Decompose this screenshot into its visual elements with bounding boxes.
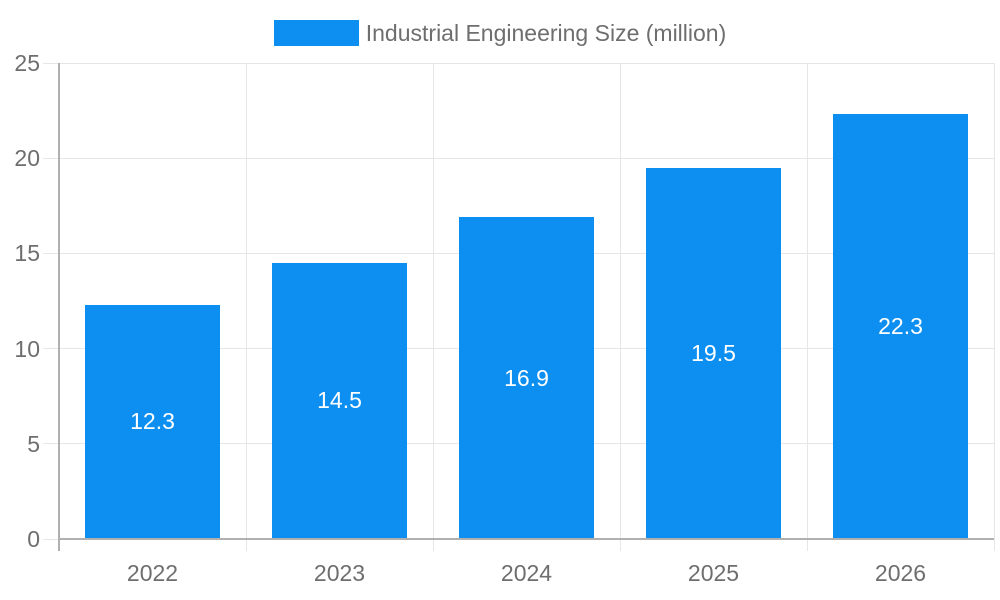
gridline-horizontal <box>59 62 994 64</box>
bar-value-label: 12.3 <box>130 408 175 435</box>
x-axis-line <box>59 538 994 540</box>
y-axis-tick-label: 10 <box>14 335 40 362</box>
x-axis-label: 2026 <box>874 560 927 586</box>
bar[interactable]: 14.5 <box>272 262 407 539</box>
gridline-vertical <box>806 63 808 539</box>
y-axis-tick <box>43 443 59 445</box>
x-axis-label: 2025 <box>687 560 740 586</box>
y-axis-tick-label: 5 <box>27 430 40 457</box>
y-axis-tick <box>43 62 59 64</box>
bar[interactable]: 12.3 <box>85 304 220 539</box>
bar[interactable]: 19.5 <box>646 167 781 539</box>
y-axis-tick-label: 20 <box>14 145 40 172</box>
y-axis-tick-label: 25 <box>14 50 40 76</box>
x-axis-tick <box>806 539 808 551</box>
gridline-vertical <box>432 63 434 539</box>
bar-value-label: 14.5 <box>317 387 362 414</box>
bar[interactable]: 16.9 <box>459 217 594 539</box>
y-axis-tick <box>43 538 59 540</box>
gridline-vertical <box>245 63 247 539</box>
x-axis-label: 2022 <box>126 560 179 586</box>
bar[interactable]: 22.3 <box>833 114 968 539</box>
bar-value-label: 16.9 <box>504 364 549 391</box>
gridline-horizontal <box>59 157 994 159</box>
x-axis-tick <box>619 539 621 551</box>
gridline-vertical <box>993 63 995 539</box>
y-axis-tick <box>43 348 59 350</box>
y-axis-tick <box>43 252 59 254</box>
y-axis-tick-label: 0 <box>27 526 40 552</box>
legend-swatch <box>273 20 359 46</box>
y-axis-tick-label: 15 <box>14 240 40 267</box>
x-axis-tick <box>245 539 247 551</box>
legend-label: Industrial Engineering Size (million) <box>365 19 727 46</box>
y-axis-line <box>58 63 60 551</box>
x-axis-tick <box>432 539 434 551</box>
x-axis-label: 2023 <box>313 560 366 586</box>
y-axis-tick <box>43 157 59 159</box>
bar-value-label: 22.3 <box>878 313 923 340</box>
legend: Industrial Engineering Size (million) <box>0 19 1000 47</box>
bar-value-label: 19.5 <box>691 339 736 366</box>
x-axis-label: 2024 <box>500 560 553 586</box>
x-axis-tick <box>993 539 995 551</box>
gridline-vertical <box>619 63 621 539</box>
